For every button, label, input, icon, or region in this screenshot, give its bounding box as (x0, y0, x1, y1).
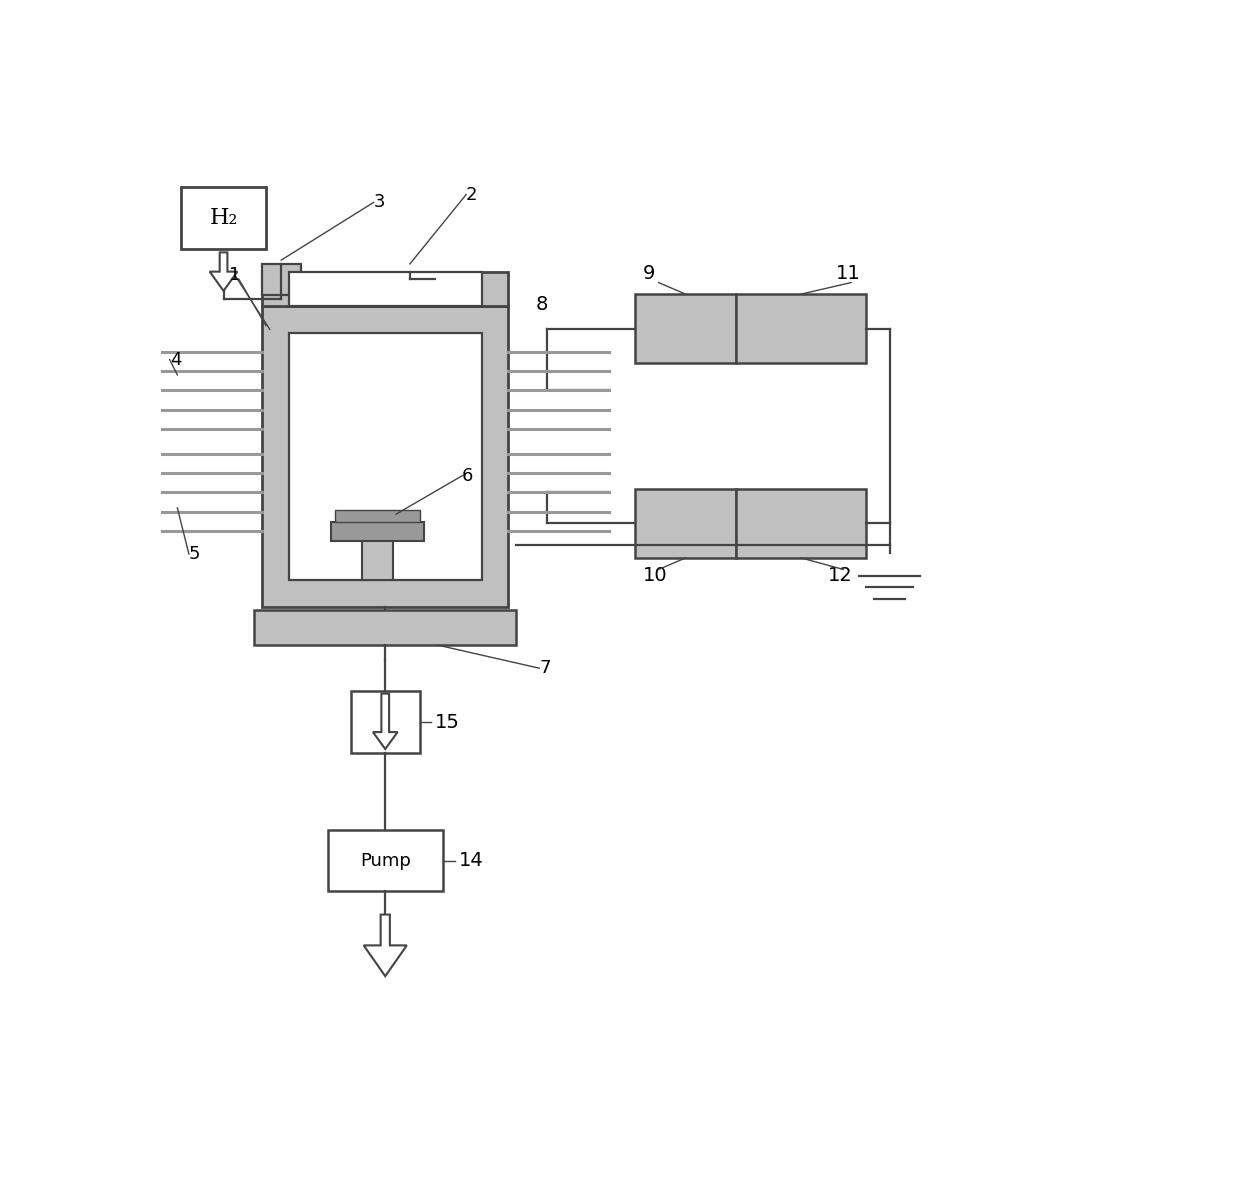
Bar (254, 610, 516, 645)
Text: 9: 9 (644, 263, 656, 283)
Polygon shape (363, 914, 407, 976)
Bar (351, 691, 420, 753)
Bar (635, 489, 735, 558)
Text: 7: 7 (539, 659, 551, 677)
Bar (362, 541, 393, 579)
Text: Pump: Pump (360, 851, 410, 870)
Text: H₂: H₂ (210, 206, 238, 229)
Bar (262, 272, 508, 306)
Bar (181, 187, 265, 248)
Bar (331, 522, 424, 541)
Bar (635, 294, 735, 364)
Text: 4: 4 (170, 350, 181, 368)
Text: 1: 1 (229, 267, 241, 285)
Text: 2: 2 (466, 186, 477, 204)
Text: 15: 15 (435, 713, 460, 732)
Bar (262, 306, 508, 607)
Bar (735, 294, 867, 364)
Polygon shape (373, 694, 398, 749)
Polygon shape (210, 253, 237, 291)
Text: 6: 6 (463, 467, 474, 485)
Bar (262, 263, 300, 294)
Text: 14: 14 (459, 851, 484, 870)
Text: 11: 11 (836, 263, 861, 283)
Text: 10: 10 (644, 566, 668, 585)
Bar (335, 510, 420, 522)
Bar (289, 334, 481, 579)
Text: 12: 12 (828, 566, 853, 585)
Bar (735, 489, 867, 558)
Bar (327, 830, 443, 892)
Text: 5: 5 (188, 545, 201, 563)
Bar (289, 272, 481, 306)
Text: 8: 8 (536, 294, 548, 313)
Text: 3: 3 (373, 193, 386, 211)
